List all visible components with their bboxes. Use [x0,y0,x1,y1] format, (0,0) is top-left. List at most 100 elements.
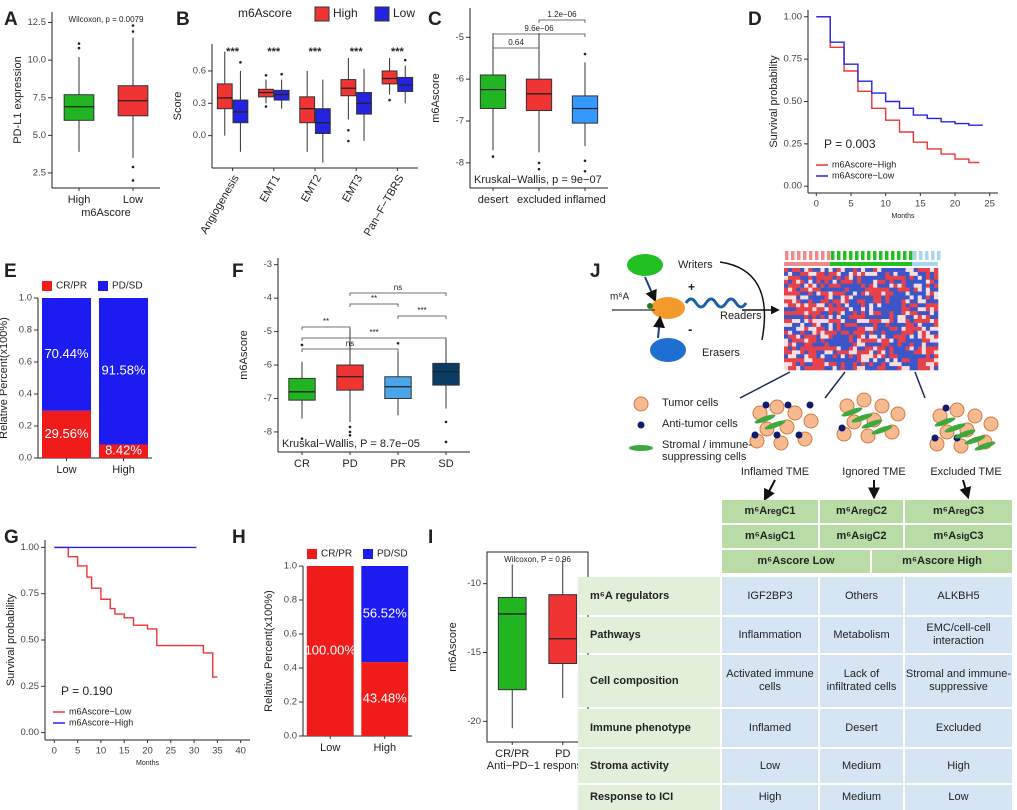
heatmap-cell [784,295,789,300]
heatmap-cell [844,299,850,304]
heatmap-cell [897,295,902,300]
y-tick-label: -6 [456,74,464,85]
heatmap-cell [856,271,862,277]
t: C2 [872,505,888,517]
heatmap-cell [832,319,837,324]
heatmap-cell [812,326,817,332]
heatmap-cell [877,326,882,332]
heatmap-cell [889,342,894,347]
heatmap-cell [836,346,842,351]
heatmap-cell [861,268,866,273]
heatmap-cell [836,315,842,320]
heatmap-cell [856,311,862,316]
table-cell: Stromal and immune-suppressive [905,655,1012,707]
heatmap-cell [877,362,882,367]
heatmap-cell [792,291,797,296]
group-icon [885,251,889,260]
heatmap-cell [796,307,801,312]
heatmap-cell [808,268,813,273]
comparison-bracket [492,47,540,51]
heatmap-cell [812,322,817,328]
heatmap-cell [812,307,817,312]
heatmap-cell [909,287,914,292]
heatmap-cell [840,279,846,284]
comparison-label: ** [323,317,329,326]
heatmap-cell [917,303,923,308]
heatmap-cell [820,295,825,300]
heatmap-cell [832,303,837,308]
heatmap-cell [800,311,805,316]
heatmap-cell [917,346,923,351]
heatmap-cell [905,354,910,359]
heatmap-cell [917,287,923,292]
x-tick-label: EMT2 [299,173,324,204]
table-cell: Low [722,749,818,783]
heatmap-cell [804,307,809,312]
heatmap-cell [861,303,866,308]
heatmap-cell [929,354,935,359]
heatmap-cell [792,342,797,347]
heatmap-cell [788,350,793,355]
y-tick-label: 0.25 [21,681,40,692]
heatmap-cell [917,322,923,328]
heatmap-cell [784,275,789,281]
heatmap-cell [885,287,890,292]
heatmap-cell [921,275,927,281]
heatmap-cell [824,354,829,359]
heatmap-cell [856,350,862,355]
heatmap-cell [804,322,809,328]
m6a-dot [647,303,653,309]
heatmap-cell [788,283,793,288]
heatmap-cell [889,334,894,339]
heatmap-cell [844,283,850,288]
data-label: 56.52% [363,605,408,620]
y-tick-label: 0.2 [19,421,32,432]
heatmap-cell [913,295,919,300]
outlier [444,440,448,444]
heatmap-cell [929,287,935,292]
heatmap-cell [832,275,837,281]
heatmap-cell [873,307,878,312]
heatmap-cell [861,271,866,277]
heatmap-cell [848,283,854,288]
heatmap-cell [861,311,866,316]
heatmap-cell [840,354,846,359]
heatmap-cell [852,307,858,312]
heatmap-cell [877,346,882,351]
heatmap-cell [816,303,821,308]
group-icon [909,251,913,260]
table-cell: High [722,785,818,810]
heatmap-cell [828,366,833,371]
heatmap-cell [933,362,939,367]
heatmap-cell [865,291,870,296]
heatmap-cell [889,354,894,359]
x-tick-label: 30 [189,746,200,757]
group-icon [827,251,831,260]
panel-letter: E [4,261,17,282]
heatmap-cell [840,275,846,281]
heatmap-cell [889,275,894,281]
t: m⁶A [933,530,957,542]
heatmap-cell [905,291,910,296]
y-tick-label: 7.5 [33,92,46,103]
heatmap-cell [800,350,805,355]
comparison-label: ns [346,339,354,348]
connector [914,371,926,399]
heatmap-cell [816,299,821,304]
heatmap-cell [824,322,829,328]
table-cell: Activated immune cells [722,655,818,707]
heatmap-cell [929,291,935,296]
outlier [583,159,587,163]
heatmap-cell [808,322,813,328]
heatmap-cell [869,354,874,359]
heatmap-cell [873,354,878,359]
box [381,70,398,85]
heatmap-cell [889,338,894,343]
heatmap-cell [885,268,890,273]
heatmap-cell [816,287,821,292]
heatmap-cell [877,291,882,296]
group-bar [784,262,830,266]
heatmap-cell [820,350,825,355]
heatmap-cell [917,307,923,312]
heatmap-cell [865,319,870,324]
